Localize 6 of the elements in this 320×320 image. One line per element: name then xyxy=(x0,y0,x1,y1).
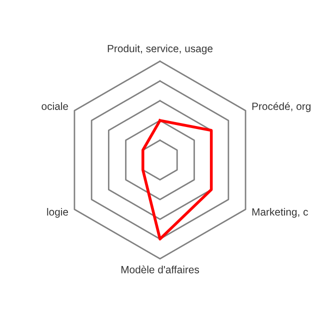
spoke-label: Procédé, org xyxy=(252,102,310,112)
spoke-label: Produit, service, usage xyxy=(108,44,213,54)
spoke-label: Modèle d'affaires xyxy=(121,266,200,274)
spoke-label: ociale xyxy=(42,102,68,110)
spoke-label: Marketing, c xyxy=(252,208,308,218)
spoke-label: logie xyxy=(47,208,68,218)
